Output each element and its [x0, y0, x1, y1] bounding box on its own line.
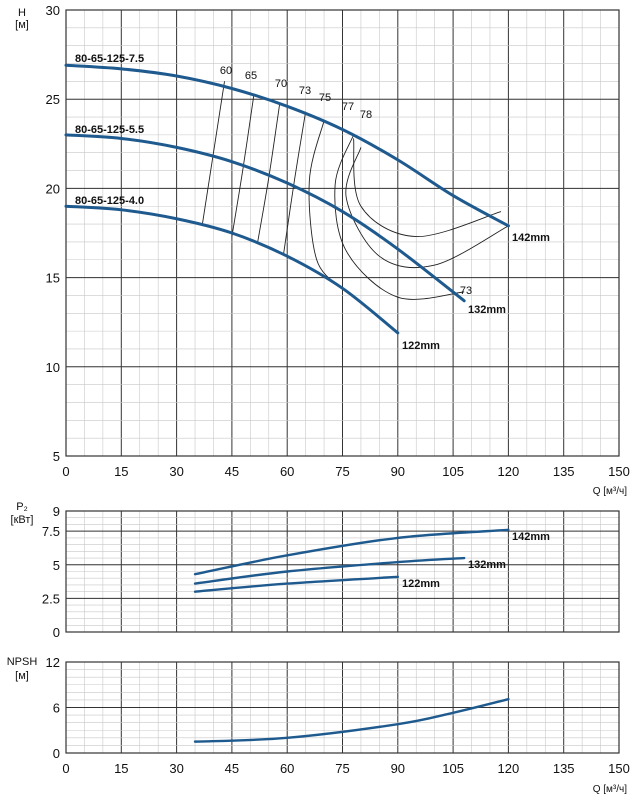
- x-tick-label: 150: [608, 464, 630, 479]
- y-axis-label: P₂: [16, 501, 28, 513]
- efficiency-label: 73: [460, 285, 472, 297]
- efficiency-line: [283, 111, 307, 255]
- x-tick-label: 150: [608, 761, 630, 776]
- head-curve: [64, 204, 400, 335]
- efficiency-line: [257, 102, 281, 242]
- x-tick-label: 15: [114, 464, 128, 479]
- power-curve: [193, 575, 399, 593]
- y-tick-label: 5: [53, 558, 60, 573]
- x-tick-label: 60: [280, 464, 294, 479]
- impeller-diameter-label: 132mm: [468, 304, 506, 316]
- efficiency-label: 78: [360, 109, 372, 121]
- efficiency-label: 70: [275, 78, 287, 90]
- x-tick-label: 30: [169, 464, 183, 479]
- x-tick-label: 135: [553, 464, 575, 479]
- y-tick-label: 9: [53, 504, 60, 519]
- plot-frame: [65, 9, 620, 457]
- y-axis-label: H: [18, 7, 26, 19]
- y-axis-unit: [м]: [15, 19, 29, 31]
- efficiency-label: 73: [299, 85, 311, 97]
- series-name-label: 80-65-125-5.5: [75, 124, 144, 136]
- x-tick-label: 120: [498, 464, 520, 479]
- x-tick-label: 90: [391, 761, 405, 776]
- x-tick-label: 90: [391, 464, 405, 479]
- y-tick-label: 7.5: [42, 524, 60, 539]
- plot-frame: [65, 510, 620, 633]
- efficiency-label: 75: [319, 92, 331, 104]
- x-axis-label: Q [м³/ч]: [593, 784, 628, 795]
- y-tick-label: 10: [46, 360, 60, 375]
- x-tick-label: 135: [553, 761, 575, 776]
- y-tick-label: 30: [46, 3, 60, 18]
- power-curve: [193, 528, 510, 576]
- y-tick-label: 2.5: [42, 591, 60, 606]
- y-tick-label: 15: [46, 271, 60, 286]
- x-tick-label: 60: [280, 761, 294, 776]
- x-tick-label: 120: [498, 761, 520, 776]
- x-tick-label: 15: [114, 761, 128, 776]
- x-tick-label: 0: [62, 464, 69, 479]
- x-axis-label: Q [м³/ч]: [593, 486, 628, 497]
- y-tick-label: 0: [53, 625, 60, 640]
- x-tick-label: 75: [335, 761, 349, 776]
- y-tick-label: 6: [53, 701, 60, 716]
- npsh-curve: [193, 697, 510, 743]
- efficiency-label: 60: [220, 65, 232, 77]
- y-tick-label: 5: [53, 449, 60, 464]
- efficiency-label: 65: [245, 70, 257, 82]
- y-axis-unit: [кВт]: [11, 514, 34, 526]
- efficiency-line: [308, 120, 343, 289]
- head-curve: [64, 63, 510, 228]
- series-name-label: 80-65-125-4.0: [75, 195, 144, 207]
- impeller-diameter-label: 142mm: [512, 232, 550, 244]
- impeller-diameter-label: 132mm: [468, 559, 506, 571]
- head-curve: [64, 133, 466, 303]
- efficiency-label: 77: [342, 101, 354, 113]
- x-tick-label: 45: [225, 761, 239, 776]
- series-name-label: 80-65-125-7.5: [75, 53, 144, 65]
- x-tick-label: 75: [335, 464, 349, 479]
- impeller-diameter-label: 142mm: [512, 531, 550, 543]
- x-tick-label: 30: [169, 761, 183, 776]
- efficiency-line: [334, 134, 465, 300]
- efficiency-line: [353, 138, 502, 238]
- y-axis-label: NPSH: [7, 656, 38, 668]
- power-curve: [193, 556, 466, 585]
- efficiency-line: [231, 93, 255, 237]
- y-tick-label: 12: [46, 655, 60, 670]
- x-tick-label: 105: [442, 761, 464, 776]
- plot-frame: [65, 661, 620, 754]
- impeller-diameter-label: 122mm: [402, 340, 440, 352]
- x-tick-label: 45: [225, 464, 239, 479]
- y-tick-label: 0: [53, 746, 60, 761]
- x-tick-label: 105: [442, 464, 464, 479]
- x-tick-label: 0: [62, 761, 69, 776]
- impeller-diameter-label: 122mm: [402, 578, 440, 590]
- efficiency-line: [345, 147, 509, 268]
- y-axis-unit: [м]: [15, 670, 29, 682]
- y-tick-label: 25: [46, 92, 60, 107]
- efficiency-line: [201, 81, 225, 225]
- y-tick-label: 20: [46, 181, 60, 196]
